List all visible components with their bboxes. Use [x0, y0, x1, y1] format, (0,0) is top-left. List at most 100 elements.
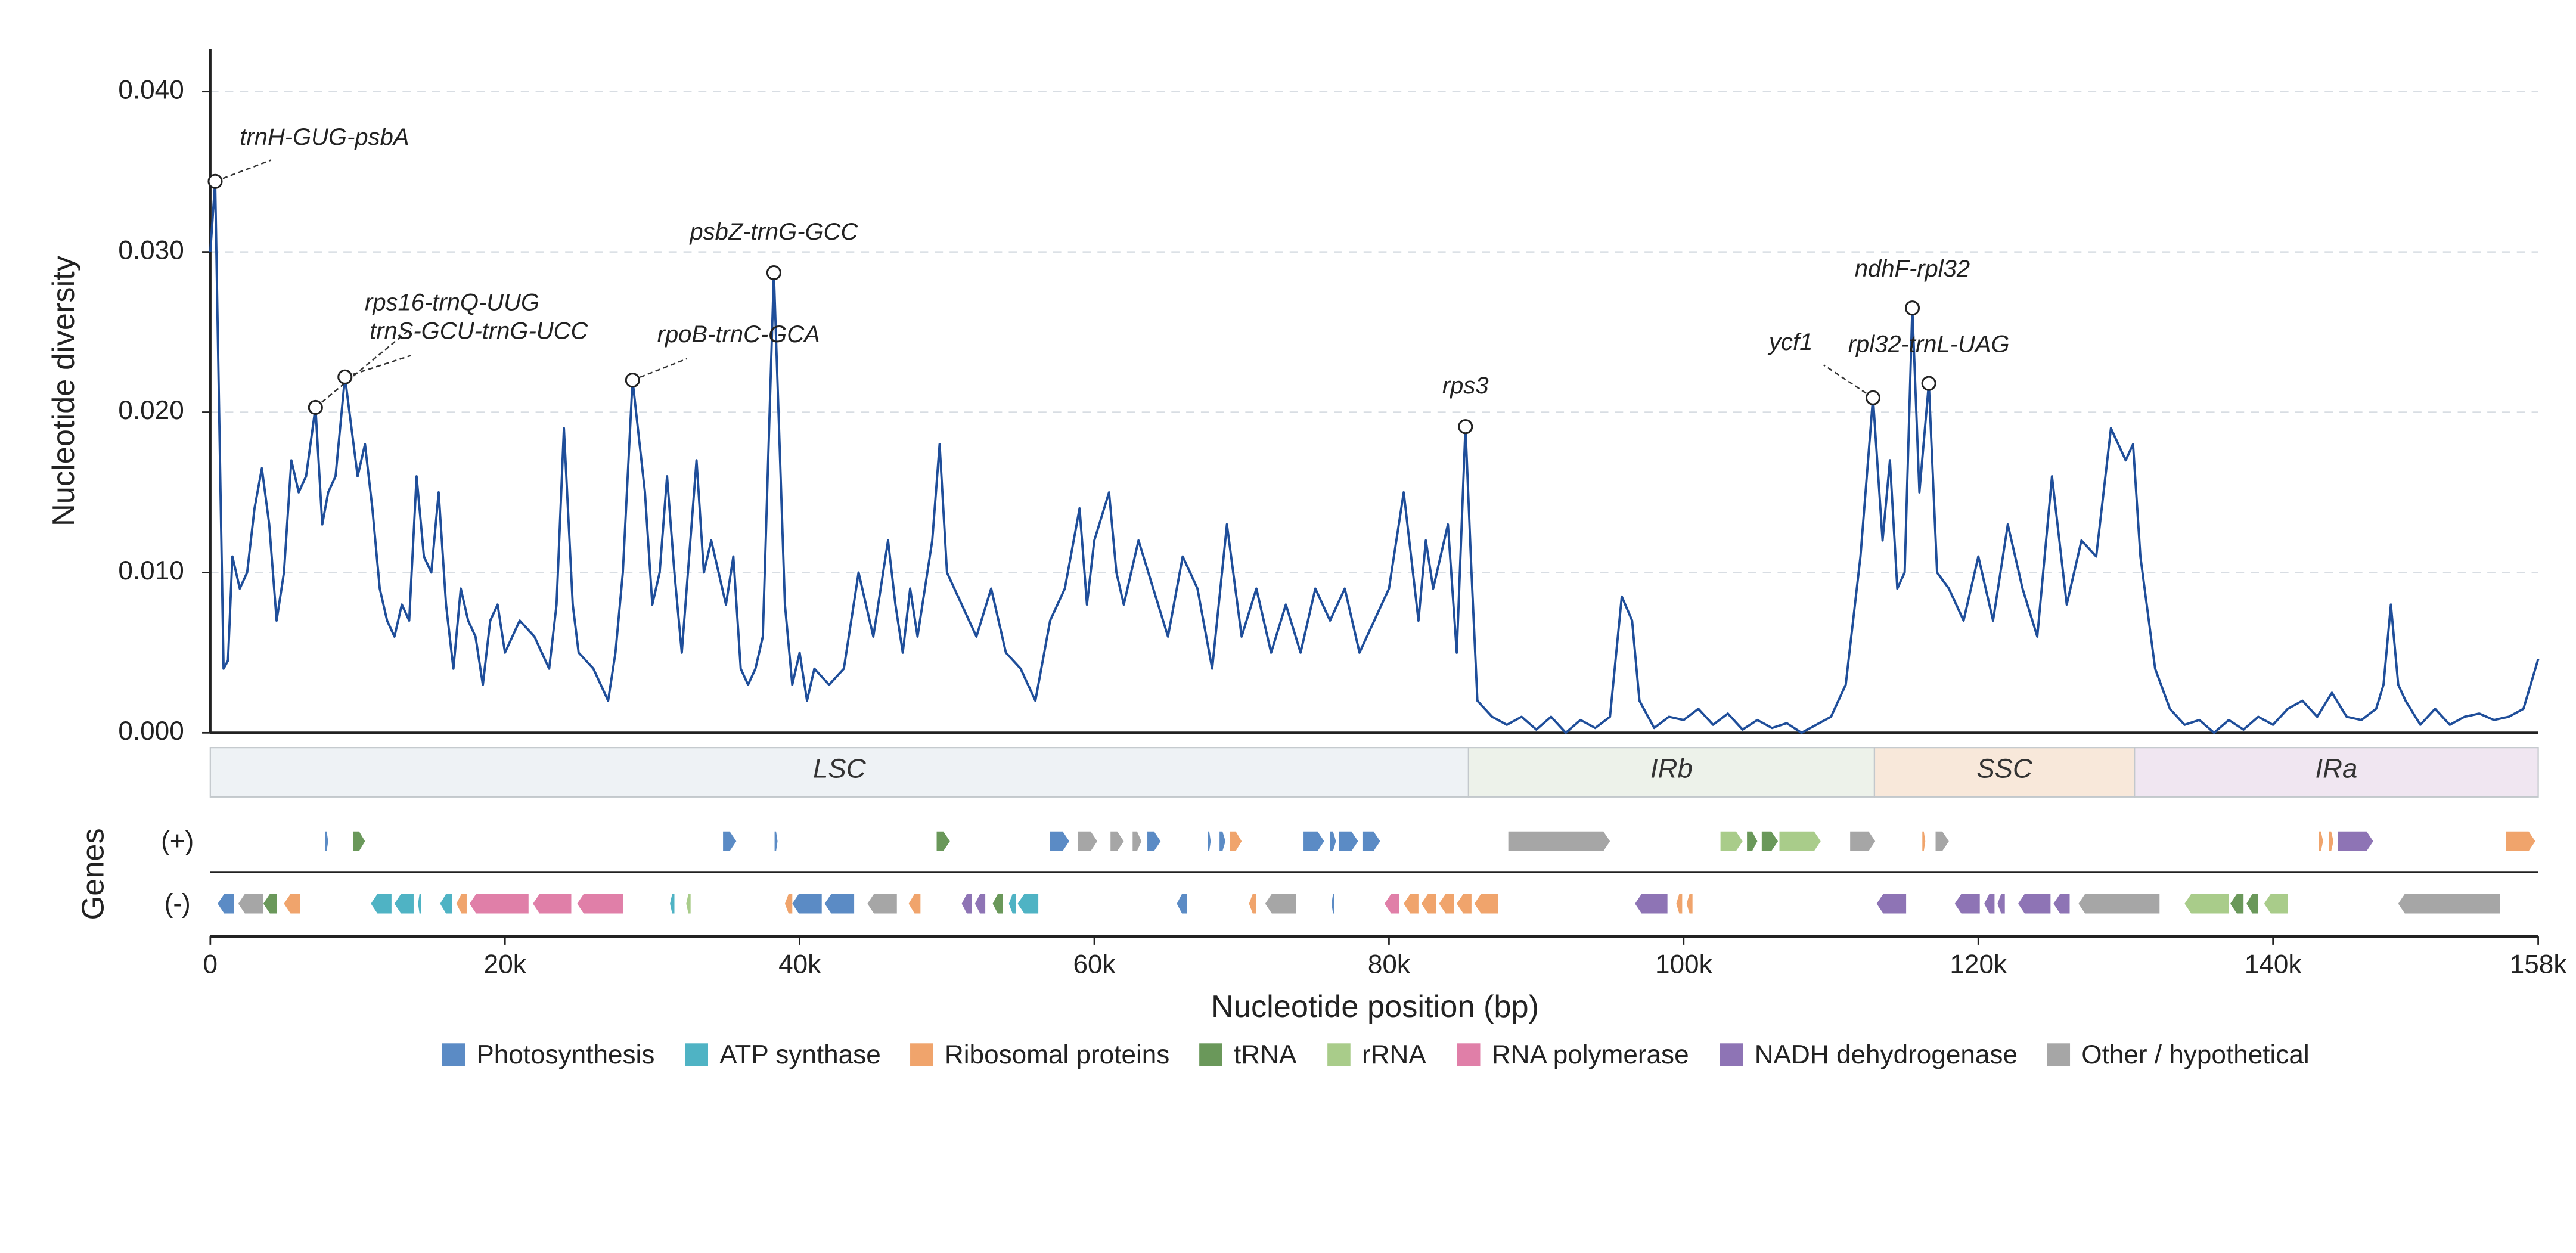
gene — [1330, 831, 1336, 851]
region-band — [2134, 747, 2539, 798]
gene — [284, 894, 300, 914]
leader-line — [632, 358, 687, 381]
peak-label: rps3 — [1442, 373, 1489, 399]
region-label: IRb — [1650, 753, 1693, 784]
gene — [2018, 894, 2051, 914]
peak-label: ycf1 — [1767, 329, 1812, 355]
gene — [1935, 831, 1949, 851]
legend-label: rRNA — [1362, 1040, 1426, 1069]
gene — [418, 894, 421, 914]
gene — [1017, 894, 1039, 914]
gene — [2329, 831, 2333, 851]
peak-marker — [1921, 376, 1936, 391]
gene — [792, 894, 822, 914]
gene — [867, 894, 897, 914]
gene — [263, 894, 277, 914]
gene — [1850, 831, 1876, 851]
peak-marker — [625, 373, 640, 388]
gene — [371, 894, 392, 914]
gene — [1110, 831, 1124, 851]
gene — [936, 831, 950, 851]
gene — [1997, 894, 2005, 914]
gene — [1177, 894, 1187, 914]
gene — [218, 894, 234, 914]
gene — [1508, 831, 1610, 851]
gene — [2246, 894, 2258, 914]
peak-marker — [1865, 390, 1881, 405]
gene — [908, 894, 921, 914]
peak-marker — [337, 369, 353, 384]
gene — [1954, 894, 1980, 914]
gene — [394, 894, 414, 914]
gene — [774, 831, 778, 851]
gene — [2184, 894, 2229, 914]
x-tick-label: 80k — [1368, 950, 1411, 979]
gene — [456, 894, 467, 914]
gene — [1132, 831, 1142, 851]
minus-strand-label: (-) — [165, 889, 191, 918]
x-tick-label: 140k — [2245, 950, 2302, 979]
legend-label: Photosynthesis — [476, 1040, 654, 1069]
gene — [1332, 894, 1334, 914]
legend-swatch — [1720, 1043, 1743, 1066]
gene — [1249, 894, 1256, 914]
legend-label: RNA polymerase — [1492, 1040, 1689, 1069]
peak-label: trnH-GUG-psbA — [240, 124, 409, 150]
gene — [2078, 894, 2160, 914]
gene — [974, 894, 986, 914]
gene — [1230, 831, 1242, 851]
legend-swatch — [910, 1043, 933, 1066]
gene — [824, 894, 855, 914]
genes-label: Genes — [76, 828, 111, 920]
gene — [238, 894, 263, 914]
plus-strand-label: (+) — [161, 827, 194, 856]
gene — [533, 894, 572, 914]
gene — [1686, 894, 1693, 914]
gene — [784, 894, 793, 914]
gene — [1720, 831, 1743, 851]
gene — [1984, 894, 1995, 914]
y-axis-label: Nucleotide diversity — [46, 255, 81, 526]
gene — [1265, 894, 1296, 914]
gene — [1876, 894, 1907, 914]
gene — [1421, 894, 1436, 914]
gene — [1635, 894, 1668, 914]
y-tick-label: 0.010 — [118, 556, 184, 585]
gene — [1008, 894, 1017, 914]
gene — [686, 894, 691, 914]
legend-label: ATP synthase — [719, 1040, 880, 1069]
gene — [1761, 831, 1779, 851]
gene — [1439, 894, 1454, 914]
x-tick-label: 158k — [2510, 950, 2568, 979]
gene — [1474, 894, 1498, 914]
y-tick-label: 0.040 — [118, 75, 184, 104]
region-band — [1873, 747, 2136, 798]
peak-marker — [308, 399, 323, 415]
gene — [2506, 831, 2535, 851]
gene — [2230, 894, 2244, 914]
legend-swatch — [1327, 1043, 1351, 1066]
gene — [2319, 831, 2323, 851]
x-tick-label: 20k — [484, 950, 527, 979]
legend-label: Ribosomal proteins — [945, 1040, 1169, 1069]
gene — [992, 894, 1003, 914]
peak-label: trnS-GCU-trnG-UCC — [370, 318, 588, 344]
gene — [1404, 894, 1419, 914]
gene — [2398, 894, 2500, 914]
leader-line — [315, 328, 411, 408]
gene — [1676, 894, 1683, 914]
gene — [577, 894, 623, 914]
y-tick-label: 0.000 — [118, 717, 184, 746]
legend-swatch — [442, 1043, 465, 1066]
peak-label: ndhF-rpl32 — [1855, 256, 1970, 282]
leader-line — [215, 159, 272, 182]
gene — [325, 831, 328, 851]
gene — [2338, 831, 2373, 851]
gene — [353, 831, 365, 851]
legend-label: Other / hypothetical — [2081, 1040, 2309, 1069]
gene — [2264, 894, 2288, 914]
peak-label: rpoB-trnC-GCA — [657, 321, 820, 348]
legend-label: tRNA — [1234, 1040, 1297, 1069]
